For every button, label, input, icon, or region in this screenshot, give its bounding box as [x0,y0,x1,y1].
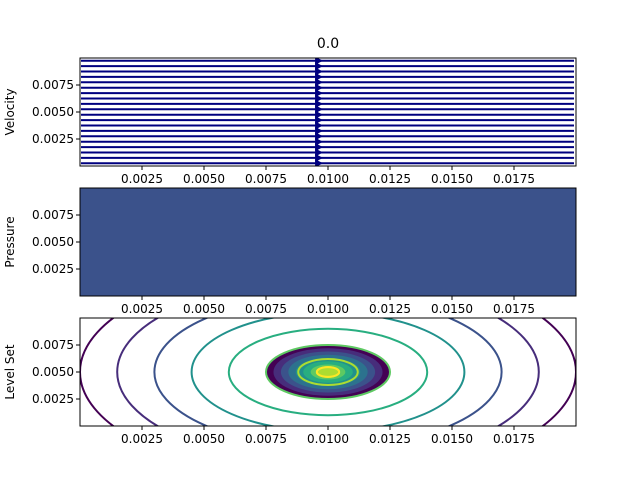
y-tick-label: 0.0025 [32,392,74,406]
x-tick-label: 0.0050 [183,172,225,186]
y-tick-label: 0.0075 [32,78,74,92]
velocity-panel: 0.0025 0.0050 0.0075 0.0100 0.0125 0.0150 0.01… [3,57,577,186]
x-tick-label: 0.0125 [369,172,411,186]
y-tick-label: 0.0025 [32,132,74,146]
x-tick-label: 0.0050 [183,302,225,316]
y-tick-label: 0.0025 [32,262,74,276]
y-tick-label: 0.0075 [32,208,74,222]
x-tick-label: 0.0100 [307,172,349,186]
level-set-ylabel: Level Set [3,344,17,399]
x-tick-label: 0.0025 [121,172,163,186]
x-tick-label: 0.0050 [183,432,225,446]
y-tick-label: 0.0075 [32,338,74,352]
x-tick-label: 0.0175 [493,432,535,446]
level-set-inner-contour [297,358,359,386]
x-tick-label: 0.0150 [431,302,473,316]
x-tick-label: 0.0150 [431,172,473,186]
x-tick-label: 0.0075 [245,172,287,186]
y-tick-label: 0.0050 [32,365,74,379]
x-tick-label: 0.0075 [245,302,287,316]
level-set-contour-line [190,318,466,426]
level-set-inner-contour [265,344,391,400]
x-tick-label: 0.0100 [307,302,349,316]
x-tick-label: 0.0150 [431,432,473,446]
x-tick-label: 0.0125 [369,302,411,316]
x-tick-label: 0.0025 [121,432,163,446]
x-tick-label: 0.0025 [121,302,163,316]
velocity-x-ticks: 0.0025 0.0050 0.0075 0.0100 0.0125 0.0150 0.01… [121,166,535,186]
figure-title: 0.0 [317,36,339,52]
velocity-field [81,58,574,166]
level-set-contour-line [227,327,429,417]
level-set-contours [80,318,576,426]
velocity-axes-frame [79,57,577,167]
pressure-x-ticks: 0.0025 0.0050 0.0075 0.0100 0.0125 0.0150 0.01… [121,296,535,316]
level-set-y-ticks: 0.0025 0.0050 0.0075 [32,338,80,406]
pressure-panel: 0.0025 0.0050 0.0075 0.0100 0.0125 0.0150 0.01… [3,187,577,316]
velocity-ylabel: Velocity [3,88,17,135]
x-tick-label: 0.0100 [307,432,349,446]
velocity-y-ticks: 0.0025 0.0050 0.0075 [32,78,80,146]
x-tick-label: 0.0125 [369,432,411,446]
y-tick-label: 0.0050 [32,235,74,249]
level-set-core [315,366,341,378]
x-tick-label: 0.0175 [493,302,535,316]
level-set-contour-line [153,318,503,426]
x-tick-label: 0.0175 [493,172,535,186]
pressure-y-ticks: 0.0025 0.0050 0.0075 [32,208,80,276]
level-set-contour-line [116,318,540,426]
level-set-x-ticks: 0.0025 0.0050 0.0075 0.0100 0.0125 0.0150 0.01… [121,426,535,446]
y-tick-label: 0.0050 [32,105,74,119]
x-tick-label: 0.0075 [245,432,287,446]
pressure-ylabel: Pressure [3,216,17,267]
pressure-field [80,188,576,296]
level-set-panel: 0.0025 0.0050 0.0075 0.0100 0.0125 0.0150 0.01… [3,317,577,446]
